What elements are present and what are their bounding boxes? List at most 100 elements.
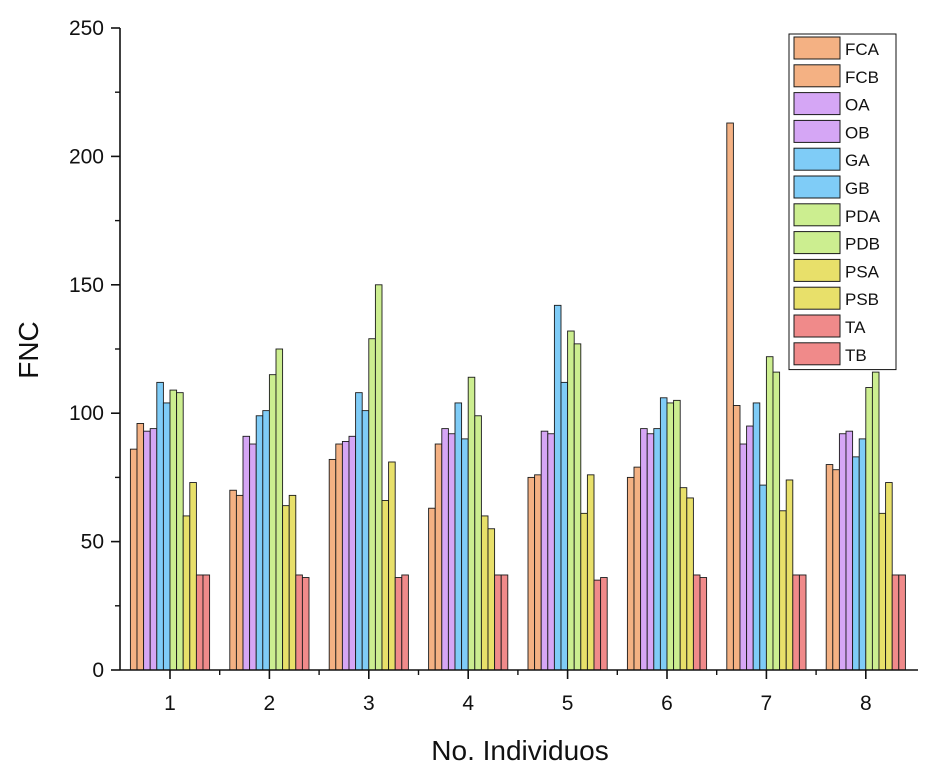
legend-label-pda: PDA: [845, 207, 881, 226]
legend-swatch-fcb: [793, 64, 841, 88]
bar-pdb-1: [176, 392, 184, 671]
bar-psa-6: [679, 487, 688, 671]
bar-ta-6: [692, 574, 701, 671]
bar-ga-8: [852, 456, 860, 671]
bar-fcb-2: [235, 494, 244, 671]
legend-label-psb: PSB: [845, 290, 879, 309]
bar-ta-4: [494, 574, 502, 671]
bar-ob-4: [447, 433, 456, 671]
bar-tb-6: [699, 577, 708, 671]
bar-psb-7: [785, 479, 794, 671]
bar-gb-5: [560, 381, 569, 671]
bar-psa-1: [182, 515, 191, 671]
bar-fcb-5: [534, 474, 542, 671]
bar-ob-3: [348, 435, 357, 671]
bar-pda-2: [268, 374, 277, 671]
legend-swatch-ta: [793, 314, 841, 338]
y-tick-label: 250: [69, 17, 104, 40]
x-tick-label: 2: [264, 692, 276, 715]
legend-label-oa: OA: [845, 96, 870, 115]
bar-pda-6: [666, 402, 675, 671]
bar-ob-1: [149, 428, 158, 671]
bar-pdb-6: [673, 399, 681, 671]
bar-fcb-6: [633, 466, 642, 671]
bar-tb-7: [798, 574, 807, 671]
bar-fca-7: [726, 122, 734, 671]
bar-ta-2: [295, 574, 303, 671]
bar-oa-8: [838, 433, 847, 671]
bar-psb-6: [686, 497, 694, 671]
bar-gb-7: [759, 484, 767, 671]
bar-gb-6: [659, 397, 668, 671]
bar-oa-5: [540, 430, 549, 671]
legend-label-tb: TB: [845, 346, 867, 365]
bar-fcb-8: [832, 469, 840, 671]
bar-psa-2: [282, 505, 290, 671]
bar-ga-2: [255, 415, 264, 671]
legend-swatch-pdb: [793, 231, 841, 255]
legend-label-psa: PSA: [845, 262, 880, 281]
bar-tb-1: [202, 574, 211, 671]
bar-pda-8: [865, 387, 873, 671]
bar-psb-2: [288, 494, 297, 671]
bar-psb-1: [189, 482, 197, 671]
legend-label-ob: OB: [845, 123, 870, 142]
bar-oa-3: [341, 441, 350, 671]
bar-fcb-3: [335, 443, 343, 671]
x-axis-title: No. Individuos: [431, 735, 608, 766]
axes-layer: 0 50 100 150 200 250 1 2 3 4 5 6 7 8: [69, 17, 918, 715]
bar-tb-2: [301, 577, 310, 671]
x-tick-label: 3: [363, 692, 375, 715]
legend-label-pdb: PDB: [845, 235, 880, 254]
bar-pdb-5: [573, 343, 582, 671]
bar-oa-2: [242, 435, 251, 671]
bar-ga-6: [653, 428, 661, 671]
y-tick-label: 50: [81, 531, 104, 554]
bar-psb-5: [586, 474, 595, 671]
bar-fcb-4: [434, 443, 443, 671]
bar-oa-1: [143, 430, 151, 671]
bar-pda-1: [169, 389, 178, 671]
bar-psa-5: [580, 512, 588, 671]
legend-swatch-psa: [793, 258, 841, 282]
x-tick-label: 5: [562, 692, 574, 715]
legend-swatch-ob: [793, 119, 841, 143]
bar-ga-3: [355, 392, 363, 671]
bar-psa-7: [779, 510, 787, 671]
bar-ga-5: [553, 304, 562, 671]
y-tick-label: 150: [69, 274, 104, 297]
bar-oa-4: [441, 428, 449, 671]
bar-ga-7: [752, 402, 761, 671]
bar-psa-8: [878, 512, 887, 671]
legend-swatch-fca: [793, 36, 841, 60]
bar-gb-2: [262, 410, 270, 671]
bar-ob-8: [845, 430, 854, 671]
bar-ta-3: [394, 577, 403, 671]
legend-label-ta: TA: [845, 318, 866, 337]
x-tick-label: 1: [164, 692, 176, 715]
bar-ob-7: [746, 425, 754, 671]
bar-psb-3: [388, 461, 396, 671]
legend-box: [788, 33, 897, 371]
x-tick-label: 7: [761, 692, 773, 715]
bar-ta-7: [792, 574, 800, 671]
bar-gb-1: [162, 402, 171, 671]
bar-fca-3: [328, 458, 337, 671]
x-tick-label: 8: [860, 692, 872, 715]
legend-swatch-ga: [793, 147, 841, 171]
legend-label-fcb: FCB: [845, 68, 879, 87]
bar-psa-3: [381, 500, 390, 671]
bar-ta-5: [593, 579, 602, 671]
bar-pdb-2: [275, 348, 284, 671]
bar-fca-6: [626, 476, 635, 671]
bar-fca-5: [527, 476, 536, 671]
bar-pdb-4: [474, 415, 482, 671]
bar-pda-7: [765, 356, 774, 671]
bar-fcb-1: [136, 423, 145, 671]
legend-swatch-psb: [793, 286, 841, 310]
bar-oa-6: [640, 428, 648, 671]
bar-pdb-8: [871, 371, 880, 671]
bar-tb-5: [600, 577, 608, 671]
